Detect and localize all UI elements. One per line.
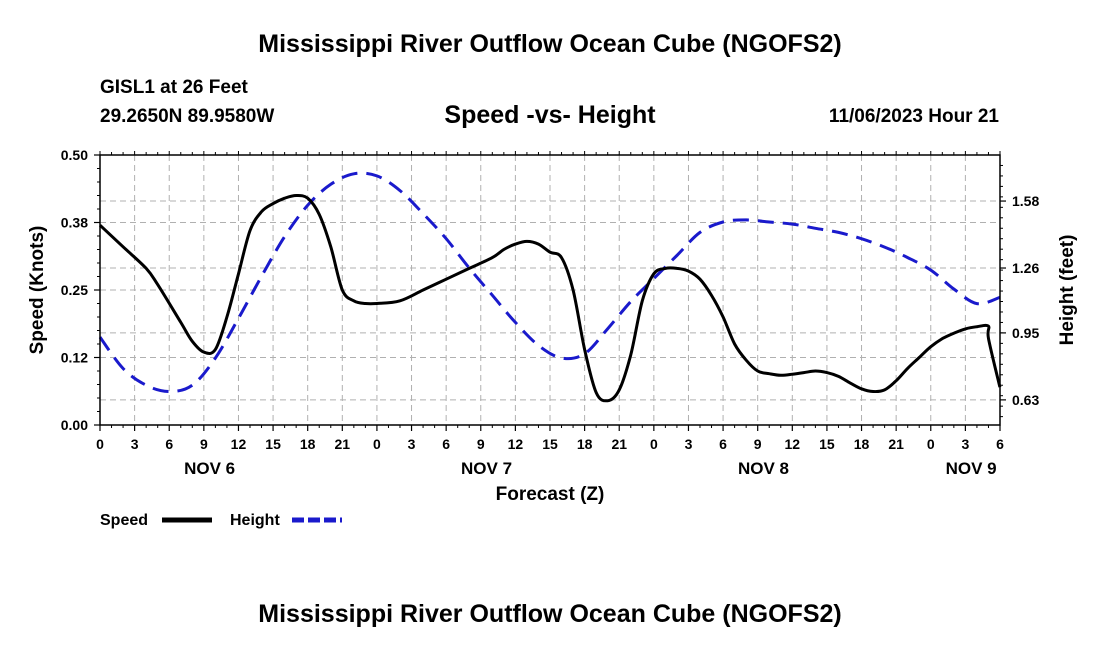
series-line-height xyxy=(98,171,1001,394)
x-tick-label: 9 xyxy=(754,436,762,452)
x-tick-label: 0 xyxy=(927,436,935,452)
series-lines xyxy=(98,171,1002,403)
y-tick-label: 0.38 xyxy=(61,215,88,231)
x-tick-label: 3 xyxy=(408,436,416,452)
y-axis-label-height: Height (feet) xyxy=(1057,235,1078,346)
grid-lines xyxy=(100,155,1000,425)
axes: 0 3 6 9 12 15 18 21 0 3 6 9 12 15 18 21 0 3 6 9 12 15 18 21 0 3 6N… xyxy=(61,147,1040,478)
day-label: NOV 9 xyxy=(946,459,997,478)
forecast-timestamp: 11/06/2023 Hour 21 xyxy=(828,106,999,127)
x-tick-label: 12 xyxy=(231,436,247,452)
y-tick-label: 0.50 xyxy=(61,147,88,163)
day-label: NOV 7 xyxy=(461,459,512,478)
x-tick-label: 0 xyxy=(96,436,104,452)
y2-tick-label: 1.58 xyxy=(1012,193,1039,209)
legend-label-height: Height xyxy=(230,512,280,529)
x-tick-label: 21 xyxy=(335,436,351,452)
day-label: NOV 8 xyxy=(738,459,789,478)
x-tick-label: 18 xyxy=(300,436,316,452)
x-tick-label: 18 xyxy=(577,436,593,452)
x-tick-label: 15 xyxy=(542,436,558,452)
legend-label-speed: Speed xyxy=(100,512,148,529)
x-tick-label: 9 xyxy=(200,436,208,452)
x-axis-label: Forecast (Z) xyxy=(496,484,605,505)
x-tick-label: 9 xyxy=(477,436,485,452)
chart-main-title: Mississippi River Outflow Ocean Cube (NG… xyxy=(258,30,842,58)
legend: Speed Height xyxy=(100,512,342,529)
footer-title: Mississippi River Outflow Ocean Cube (NG… xyxy=(258,600,842,628)
x-tick-label: 15 xyxy=(819,436,835,452)
y2-tick-label: 1.26 xyxy=(1012,260,1039,276)
chart-subtitle: Speed -vs- Height xyxy=(444,101,656,129)
x-tick-label: 6 xyxy=(442,436,450,452)
x-tick-label: 12 xyxy=(508,436,524,452)
x-tick-label: 12 xyxy=(785,436,801,452)
station-coordinates: 29.2650N 89.9580W xyxy=(100,106,275,127)
x-tick-label: 6 xyxy=(996,436,1004,452)
y-tick-label: 0.25 xyxy=(61,282,88,298)
y-tick-label: 0.00 xyxy=(61,417,88,433)
y2-tick-label: 0.95 xyxy=(1012,325,1039,341)
x-tick-label: 21 xyxy=(888,436,904,452)
x-tick-label: 6 xyxy=(719,436,727,452)
x-tick-label: 0 xyxy=(373,436,381,452)
x-tick-label: 15 xyxy=(265,436,281,452)
x-tick-label: 6 xyxy=(165,436,173,452)
day-label: NOV 6 xyxy=(184,459,235,478)
y-tick-label: 0.12 xyxy=(61,350,88,366)
series-line-speed xyxy=(98,193,1002,403)
y2-tick-label: 0.63 xyxy=(1012,392,1039,408)
y-axis-label-speed: Speed (Knots) xyxy=(27,226,48,355)
x-tick-label: 18 xyxy=(854,436,870,452)
x-tick-label: 3 xyxy=(961,436,969,452)
x-tick-label: 21 xyxy=(611,436,627,452)
x-tick-label: 0 xyxy=(650,436,658,452)
x-tick-label: 3 xyxy=(685,436,693,452)
x-tick-label: 3 xyxy=(131,436,139,452)
station-label: GISL1 at 26 Feet xyxy=(100,77,248,98)
